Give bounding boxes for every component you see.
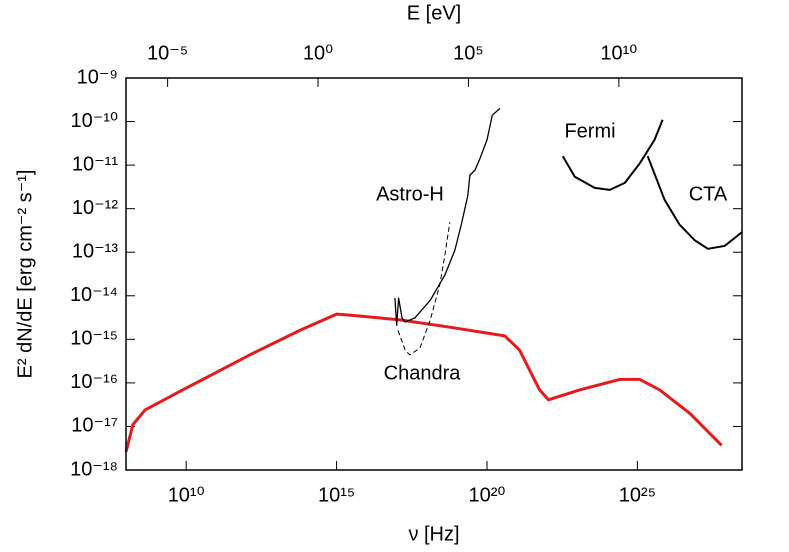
y-tick-label: 10⁻⁹ <box>77 66 118 88</box>
y-tick-label: 10⁻¹⁷ <box>71 415 118 437</box>
x-tick-label: 10²⁰ <box>469 484 506 506</box>
x2-tick-label: 10⁵ <box>453 42 484 64</box>
x-tick-label: 10²⁵ <box>619 484 656 506</box>
x2-tick-label: 10⁰ <box>303 42 333 64</box>
y-tick-label: 10⁻¹³ <box>72 241 118 263</box>
y-tick-label: 10⁻¹⁶ <box>70 371 118 393</box>
series-line <box>561 119 664 191</box>
plot-frame <box>125 77 743 471</box>
x-tick-label: 10¹⁰ <box>168 484 205 506</box>
x-tick-label: 10¹⁵ <box>318 484 355 506</box>
y-tick-label: 10⁻¹² <box>72 197 118 219</box>
series-label: Fermi <box>564 120 615 142</box>
x-axis-label: ν [Hz] <box>408 523 459 545</box>
y-tick-label: 10⁻¹⁴ <box>70 284 118 306</box>
y-tick-label: 10⁻¹⁰ <box>71 110 118 132</box>
series-label: CTA <box>689 183 728 205</box>
x2-axis-label: E [eV] <box>407 2 461 24</box>
series-label: Chandra <box>384 362 462 384</box>
y-tick-label: 10⁻¹⁵ <box>70 328 118 350</box>
series-line <box>397 222 451 356</box>
y-tick-label: 10⁻¹⁸ <box>70 458 118 480</box>
series-line <box>646 155 743 250</box>
x2-tick-label: 10⁻⁵ <box>147 42 188 64</box>
series-line <box>394 107 501 326</box>
series-line <box>124 312 723 453</box>
x2-tick-label: 10¹⁰ <box>600 42 637 64</box>
series-label: Astro-H <box>376 183 444 205</box>
y-tick-label: 10⁻¹¹ <box>72 153 118 175</box>
y-axis-label: E² dN/dE [erg cm⁻² s⁻¹] <box>14 170 36 379</box>
